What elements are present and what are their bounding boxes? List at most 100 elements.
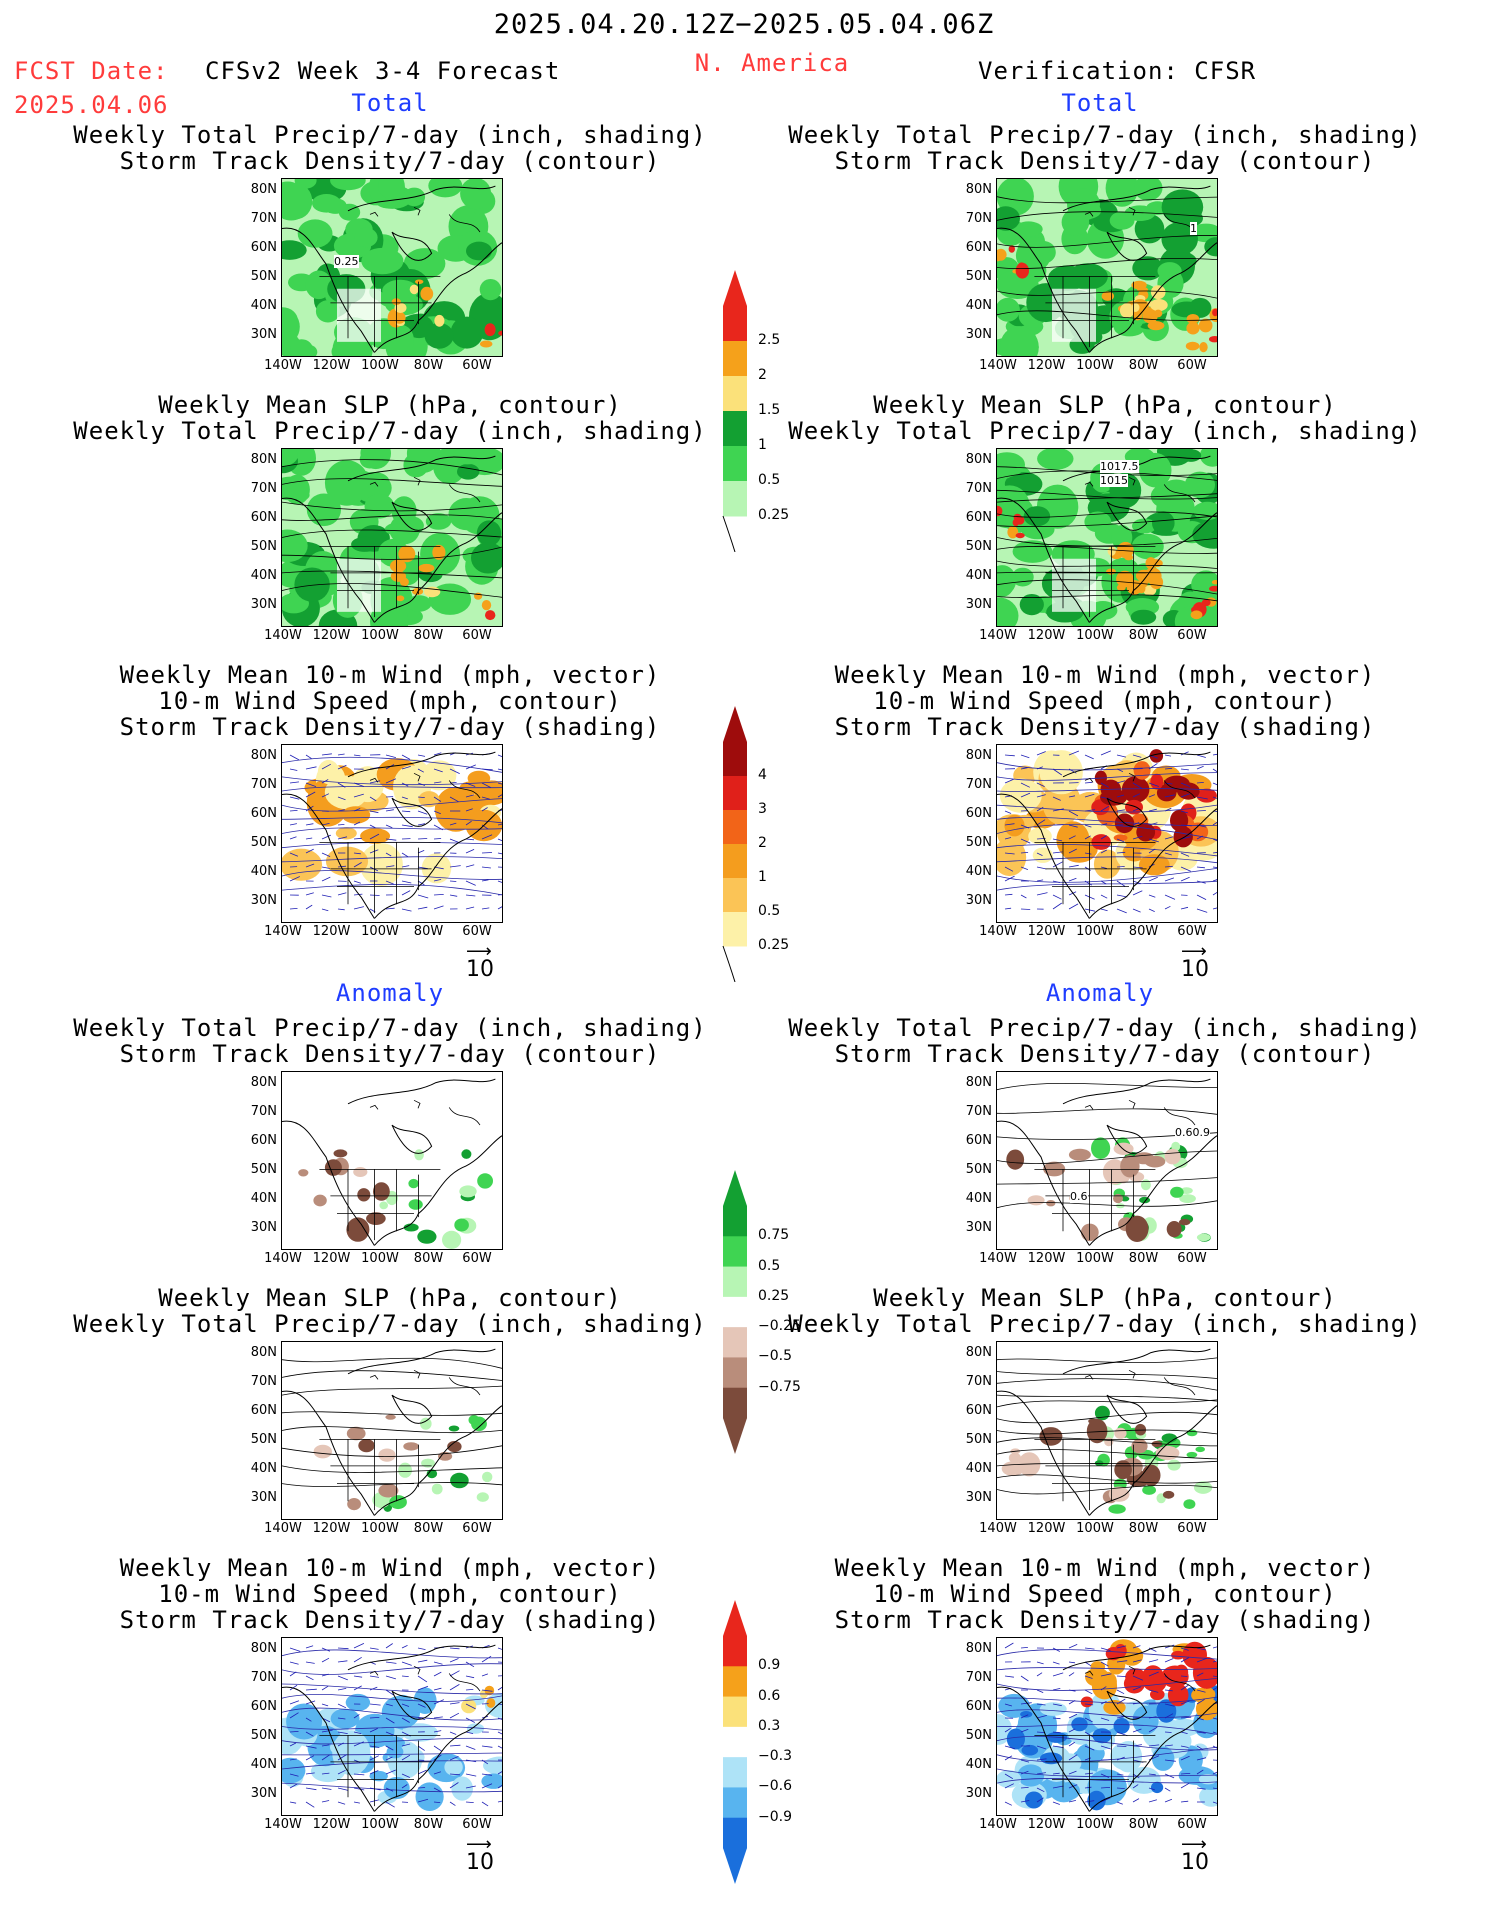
lat-tick-label: 30N — [250, 597, 277, 612]
colorbar-tick-label: 0.5 — [758, 472, 781, 488]
lat-tick-label: 60N — [250, 806, 277, 821]
map-panel-title-line: Weekly Total Precip/7-day (inch, shading… — [73, 1014, 707, 1042]
lon-tick-label: 80W — [1128, 924, 1159, 939]
lon-tick-label: 60W — [462, 358, 492, 373]
colorbar-precip_anom: 0.75 0.5 0.25 −0.25 −0.5 −0.75 — [720, 1170, 820, 1454]
colorbar-tick-label: 2.5 — [758, 332, 781, 348]
lat-tick-label: 80N — [250, 1641, 277, 1656]
map-panel-title-line: Storm Track Density/7-day (contour) — [119, 1040, 661, 1068]
colorbar-tick-label: −0.25 — [758, 1318, 801, 1335]
map-panel-title-line: Weekly Total Precip/7-day (inch, shading… — [788, 1310, 1422, 1338]
lat-tick-label: 50N — [965, 1728, 992, 1743]
colorbar-tick-label: 1 — [758, 437, 767, 453]
lat-tick-label: 60N — [965, 1133, 992, 1148]
contour-label: 1017.5 — [1100, 460, 1139, 473]
colorbar-tick-label: 1 — [758, 869, 767, 885]
map-panel-title-line: Weekly Total Precip/7-day (inch, shading… — [73, 121, 707, 149]
lon-tick-label: 60W — [1177, 358, 1207, 373]
lat-tick-label: 30N — [965, 327, 992, 342]
lon-tick-label: 120W — [1027, 1521, 1066, 1536]
lat-tick-label: 70N — [250, 777, 277, 792]
lat-tick-label: 50N — [965, 1162, 992, 1177]
lat-tick-label: 40N — [250, 298, 277, 313]
map-panel-title-line: Storm Track Density/7-day (shading) — [834, 1606, 1376, 1634]
lat-tick-label: 80N — [965, 452, 992, 467]
fcst-date-label: FCST Date: — [14, 57, 169, 85]
vector-scale-arrow-icon: ⟶ — [1181, 941, 1207, 962]
lon-tick-label: 100W — [361, 1251, 399, 1266]
lon-tick-label: 140W — [264, 628, 302, 643]
lat-tick-label: 40N — [250, 1757, 277, 1772]
map-panel-title-line: Weekly Mean 10-m Wind (mph, vector) — [834, 661, 1376, 689]
fcst-date-value: 2025.04.06 — [14, 91, 169, 119]
lon-tick-label: 80W — [413, 628, 444, 643]
map-plot — [996, 1341, 1218, 1520]
lon-tick-label: 60W — [1177, 924, 1207, 939]
lat-tick-label: 60N — [965, 510, 992, 525]
lon-tick-label: 120W — [1027, 924, 1066, 939]
lon-tick-label: 140W — [979, 924, 1017, 939]
map-panel-title-line: Storm Track Density/7-day (shading) — [834, 713, 1376, 741]
lon-tick-label: 140W — [979, 358, 1017, 373]
lon-tick-label: 140W — [979, 628, 1017, 643]
vector-scale: ⟶ 10 — [1181, 1836, 1209, 1876]
colorbar-tick-label: 2 — [758, 367, 767, 383]
lat-tick-label: 80N — [965, 1345, 992, 1360]
lat-tick-label: 80N — [965, 1641, 992, 1656]
lon-tick-label: 140W — [979, 1521, 1017, 1536]
lat-tick-label: 40N — [965, 568, 992, 583]
lat-tick-label: 30N — [965, 597, 992, 612]
section-total-left: Total — [351, 89, 429, 117]
lon-tick-label: 100W — [1076, 1521, 1114, 1536]
lat-tick-label: 30N — [250, 1786, 277, 1801]
lat-tick-label: 50N — [250, 539, 277, 554]
lat-tick-label: 80N — [965, 182, 992, 197]
lon-tick-label: 100W — [1076, 358, 1114, 373]
map-plot — [281, 1071, 503, 1250]
lat-tick-label: 70N — [250, 1104, 277, 1119]
contour-label: 1015 — [1100, 474, 1128, 487]
lon-tick-label: 80W — [1128, 1521, 1159, 1536]
lon-tick-label: 60W — [1177, 1521, 1207, 1536]
lat-tick-label: 40N — [965, 1191, 992, 1206]
lon-tick-label: 120W — [1027, 628, 1066, 643]
lon-tick-label: 80W — [413, 924, 444, 939]
map-panel-title-line: Weekly Mean SLP (hPa, contour) — [158, 391, 622, 419]
lat-tick-label: 80N — [250, 1345, 277, 1360]
colorbar-tick-label: 0.9 — [758, 1657, 781, 1674]
map-panel-title-line: 10-m Wind Speed (mph, contour) — [873, 687, 1337, 715]
lon-tick-label: 140W — [979, 1817, 1017, 1832]
lat-tick-label: 50N — [965, 269, 992, 284]
map-panel-title-line: Weekly Total Precip/7-day (inch, shading… — [73, 417, 707, 445]
lat-tick-label: 40N — [250, 1191, 277, 1206]
colorbar-tick-label: 3 — [758, 801, 767, 817]
lat-tick-label: 40N — [965, 1757, 992, 1772]
vector-scale-arrow-icon: ⟶ — [466, 1834, 492, 1855]
map-panel-title-line: 10-m Wind Speed (mph, contour) — [158, 687, 622, 715]
colorbar-tick-label: −0.75 — [758, 1378, 801, 1395]
colorbar-tick-label: 0.25 — [758, 1287, 790, 1304]
lat-tick-label: 50N — [965, 835, 992, 850]
lon-tick-label: 80W — [1128, 358, 1159, 373]
vector-scale: ⟶ 10 — [1181, 941, 1209, 983]
section-total-right: Total — [1061, 89, 1139, 117]
map-panel-title-line: Storm Track Density/7-day (contour) — [834, 147, 1376, 175]
lon-tick-label: 120W — [312, 1817, 351, 1832]
colorbar-tick-label: −0.9 — [758, 1808, 792, 1825]
colorbar-tick-label: −0.6 — [758, 1778, 792, 1795]
lat-tick-label: 30N — [250, 893, 277, 908]
contour-label: 0.25 — [334, 255, 359, 268]
colorbar-tick-label: 0.25 — [758, 507, 790, 523]
lon-tick-label: 80W — [413, 1251, 444, 1266]
lat-tick-label: 40N — [250, 1461, 277, 1476]
colorbar-tick-label: 0.3 — [758, 1717, 781, 1734]
lat-tick-label: 60N — [965, 806, 992, 821]
lon-tick-label: 80W — [1128, 628, 1159, 643]
lat-tick-label: 50N — [250, 1728, 277, 1743]
lat-tick-label: 70N — [965, 481, 992, 496]
lon-tick-label: 60W — [1177, 1817, 1207, 1832]
map-panel-title-line: Weekly Mean SLP (hPa, contour) — [158, 1284, 622, 1312]
map-panel-title-line: Weekly Mean 10-m Wind (mph, vector) — [834, 1554, 1376, 1582]
lat-tick-label: 70N — [965, 1670, 992, 1685]
map-panel-title-line: Storm Track Density/7-day (shading) — [119, 1606, 661, 1634]
